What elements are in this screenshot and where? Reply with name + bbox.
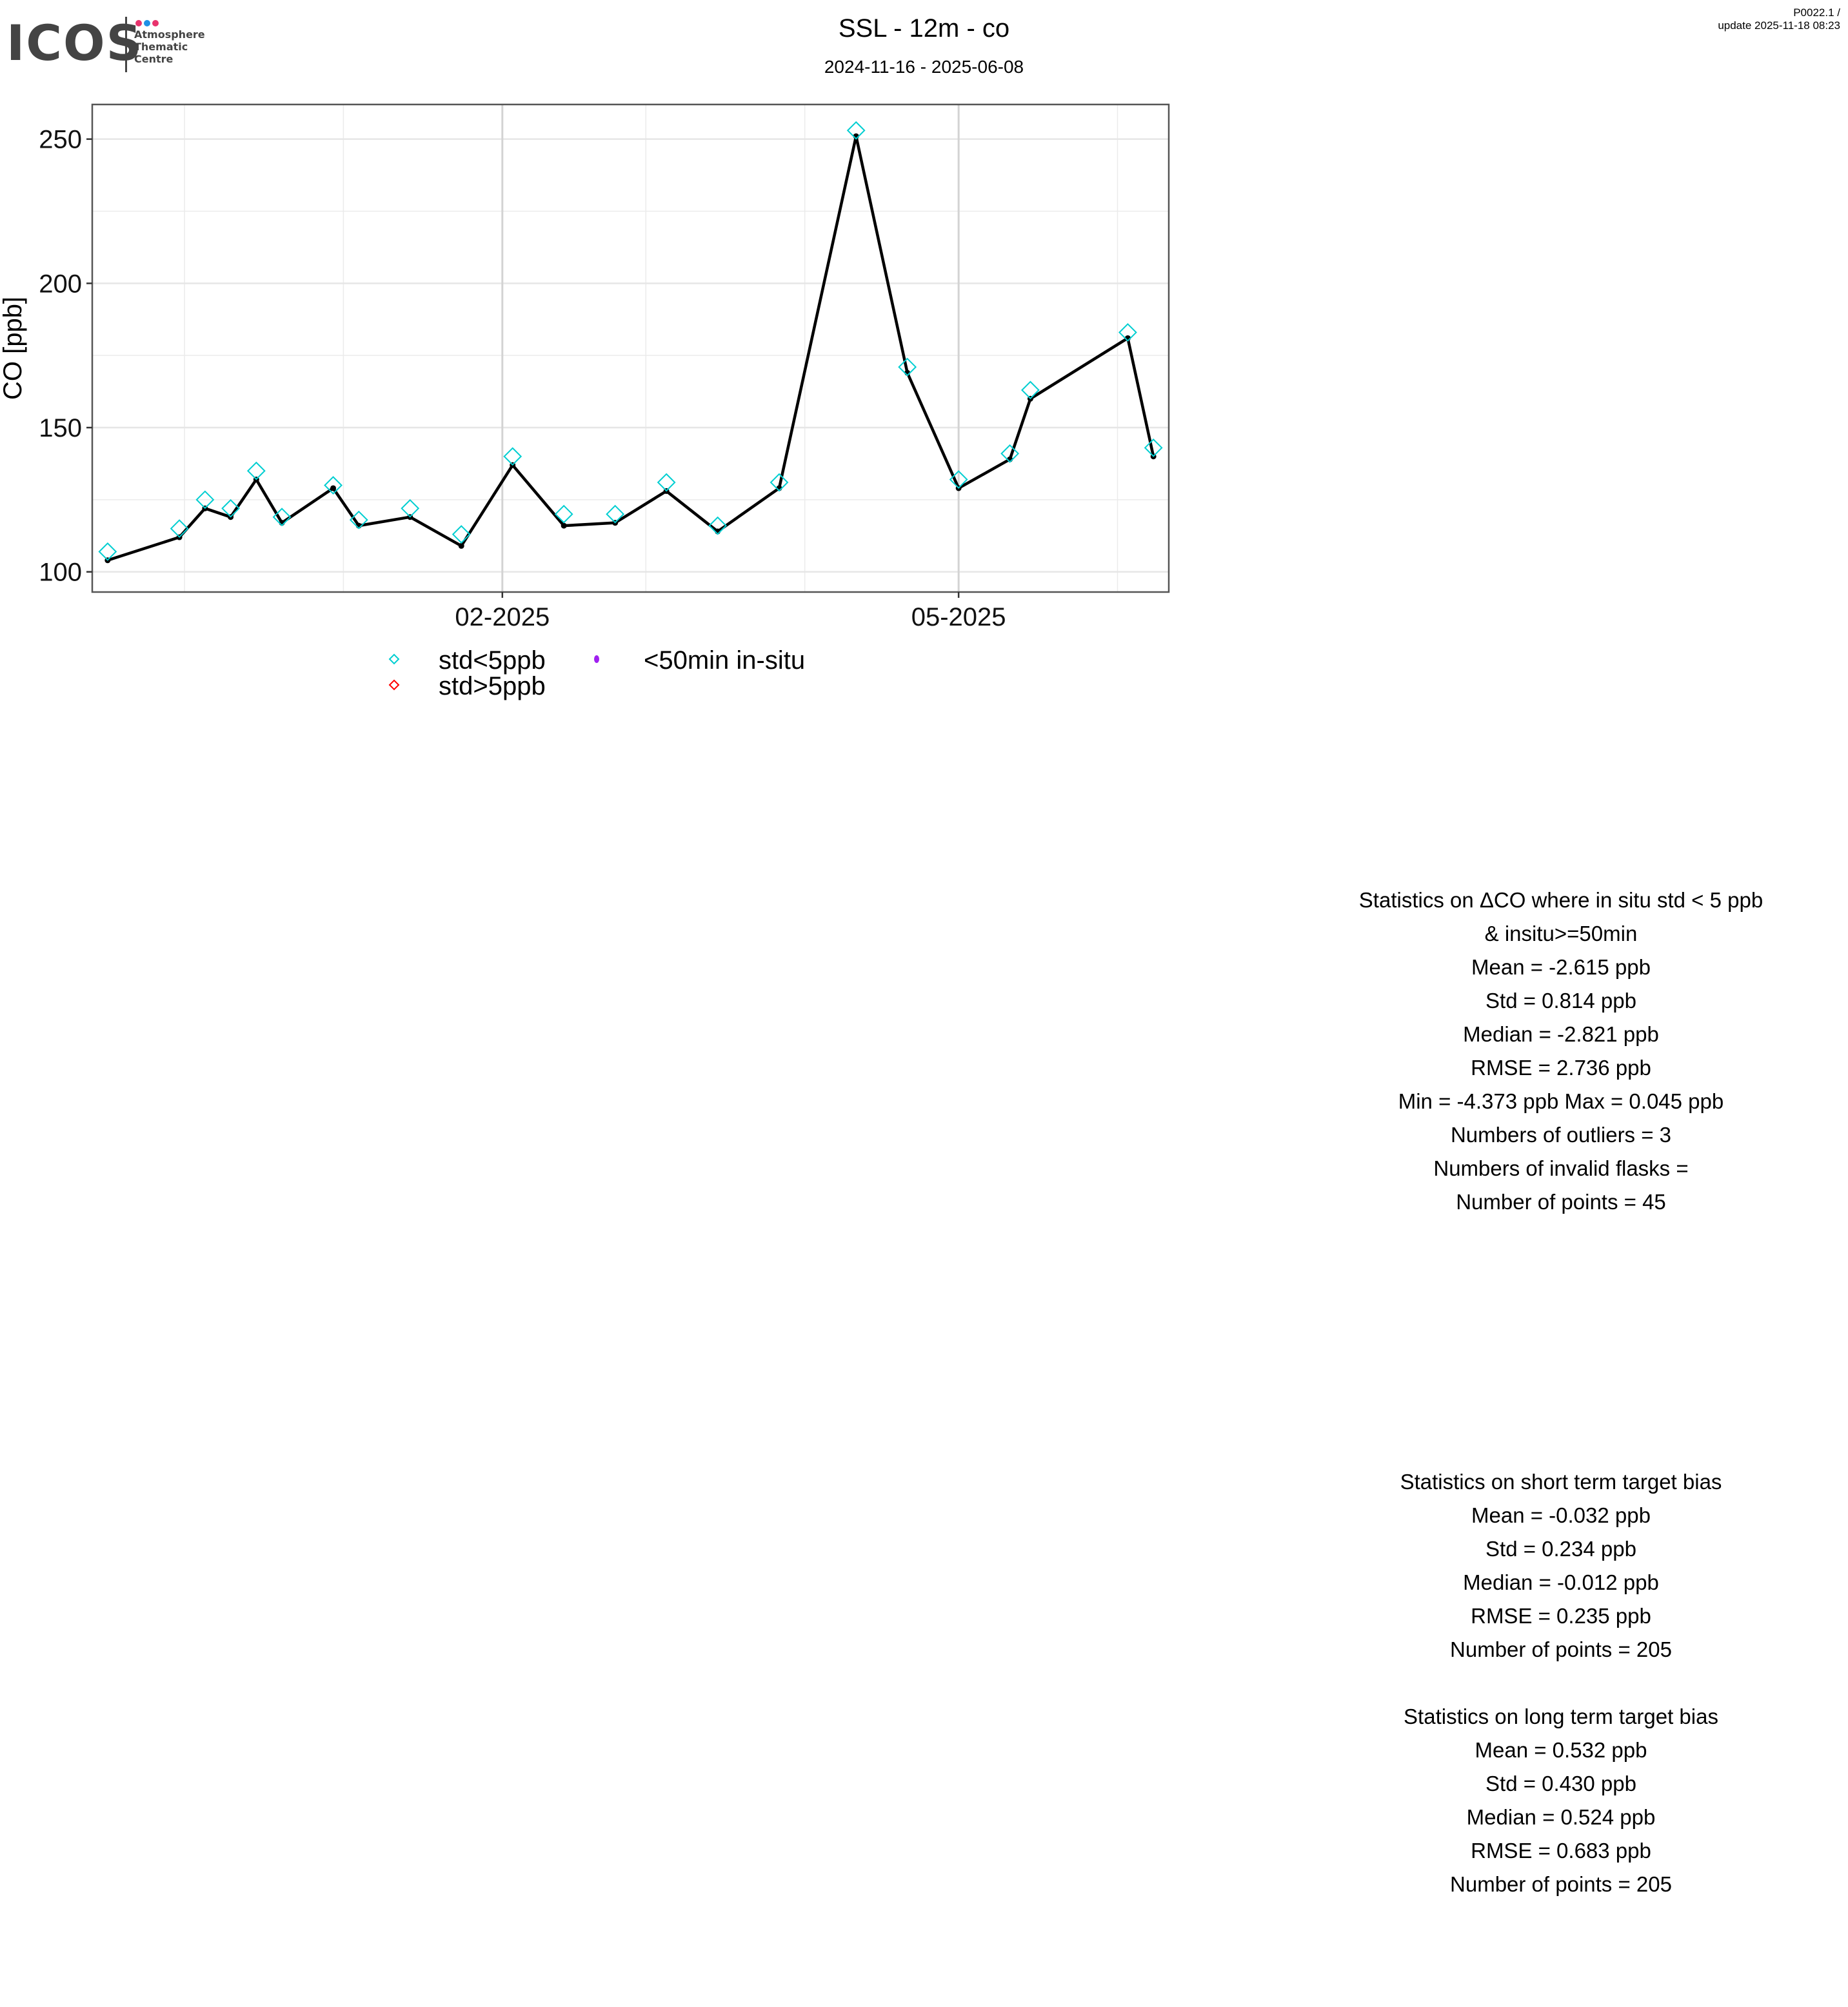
- stats-line: Median = -2.821 ppb: [1463, 1022, 1659, 1046]
- logo-dot: [144, 20, 150, 26]
- delta-statistics: Statistics on ΔCO where in situ std < 5 …: [1284, 884, 1838, 1219]
- flask-point-diamond: [401, 499, 420, 518]
- flask-point-diamond: [1144, 438, 1163, 457]
- stats-line: Median = 0.524 ppb: [1466, 1805, 1656, 1829]
- legend-label: std<5ppb: [439, 646, 546, 675]
- stats-line: RMSE = 0.683 ppb: [1471, 1839, 1651, 1863]
- date-range: 2024-11-16 - 2025-06-08: [824, 57, 1024, 77]
- logo-divider: [125, 17, 127, 72]
- plot-border: [91, 103, 1170, 593]
- stats-line: & insitu>=50min: [1484, 922, 1638, 945]
- y-tick-label: 100: [39, 559, 82, 587]
- flask-point-diamond: [349, 510, 368, 529]
- flask-point-diamond: [1020, 381, 1040, 400]
- logo-subtitle-line: Atmosphere: [134, 28, 205, 41]
- flask-point-diamond: [98, 542, 117, 561]
- flask-point-diamond: [846, 121, 866, 140]
- stats-line: Numbers of outliers = 3: [1450, 1123, 1672, 1147]
- stats-line: Statistics on ΔCO where in situ std < 5 …: [1358, 888, 1764, 912]
- flask-point-diamond: [170, 519, 189, 539]
- update-timestamp: update 2025-11-18 08:23: [1718, 19, 1840, 32]
- in-situ-point: [330, 485, 337, 491]
- stats-line: Number of points = 205: [1450, 1637, 1672, 1661]
- y-tick-label: 150: [39, 414, 82, 442]
- legend-dot-icon: [594, 655, 599, 663]
- y-axis-label: CO [ppb]: [0, 297, 27, 400]
- flask-point-diamond: [452, 525, 471, 544]
- flask-point-diamond: [949, 470, 968, 489]
- stats-line: Number of points = 45: [1456, 1190, 1666, 1214]
- logo-wordmark: ICOS: [6, 14, 143, 72]
- in-situ-point: [458, 542, 464, 549]
- logo-subtitle-line: Thematic: [134, 41, 188, 53]
- y-tick-label: 200: [39, 270, 82, 298]
- flask-point-diamond: [221, 499, 241, 518]
- flask-point-diamond: [554, 504, 573, 524]
- plot-background: [92, 104, 1169, 592]
- flask-point-diamond: [272, 508, 292, 527]
- x-tick-label: 05-2025: [911, 603, 1006, 631]
- legend-label: <50min in-situ: [644, 646, 805, 675]
- in-situ-point: [561, 522, 567, 529]
- stats-line: Std = 0.234 ppb: [1485, 1537, 1636, 1561]
- version-label: P0022.1 /: [1793, 6, 1840, 19]
- flask-point-diamond: [770, 473, 789, 492]
- stats-line: RMSE = 2.736 ppb: [1471, 1056, 1651, 1080]
- stats-line: Min = -4.373 ppb Max = 0.045 ppb: [1398, 1089, 1724, 1113]
- flask-point-diamond: [606, 504, 625, 524]
- flask-point-diamond: [246, 461, 266, 480]
- co-timeseries-chart: 100 150 200 250 02-2025 05-2025 CO [ppb] std<5p…: [0, 103, 1170, 700]
- version-info: P0022.1 / update 2025-11-18 08:23: [1718, 6, 1840, 32]
- flask-point-diamond: [1000, 444, 1020, 463]
- logo-subtitle: Atmosphere Thematic Centre: [134, 28, 205, 65]
- flask-point-diamond: [708, 516, 728, 535]
- target-bias-statistics: Statistics on short term target bias Mea…: [1284, 1465, 1838, 1901]
- logo-dots-icon: [135, 18, 161, 30]
- stats-line: Median = -0.012 ppb: [1463, 1570, 1659, 1594]
- stats-spacer: [1284, 1666, 1838, 1700]
- icos-logo: ICOS Atmosphere Thematic Centre: [6, 6, 219, 72]
- logo-subtitle-line: Centre: [134, 53, 174, 65]
- stats-line: Numbers of invalid flasks =: [1433, 1156, 1689, 1180]
- stats-line: Mean = -0.032 ppb: [1471, 1503, 1651, 1527]
- flask-point-diamond: [195, 490, 215, 509]
- stats-line: Statistics on long term target bias: [1404, 1705, 1718, 1728]
- stats-line: Mean = -2.615 ppb: [1471, 955, 1651, 979]
- logo-dot: [135, 20, 142, 26]
- stats-line: Std = 0.430 ppb: [1485, 1772, 1636, 1795]
- stats-line: Number of points = 205: [1450, 1872, 1672, 1896]
- logo-dot: [152, 20, 159, 26]
- flask-point-diamond: [898, 357, 917, 377]
- flask-point-diamond: [1118, 322, 1137, 342]
- stats-line: Std = 0.814 ppb: [1485, 989, 1636, 1013]
- flask-point-diamond: [324, 476, 343, 495]
- flask-point-diamond: [503, 447, 522, 466]
- legend-diamond-icon: [388, 679, 400, 691]
- stats-line: Mean = 0.532 ppb: [1475, 1738, 1647, 1762]
- legend-diamond-icon: [388, 653, 400, 665]
- x-tick-label: 02-2025: [455, 603, 550, 631]
- y-tick-label: 250: [39, 126, 82, 154]
- stats-line: Statistics on short term target bias: [1400, 1470, 1722, 1494]
- page-title: SSL - 12m - co: [838, 14, 1010, 43]
- stats-line: RMSE = 0.235 ppb: [1471, 1604, 1651, 1628]
- flask-point-diamond: [657, 473, 676, 492]
- legend-label: std>5ppb: [439, 672, 546, 700]
